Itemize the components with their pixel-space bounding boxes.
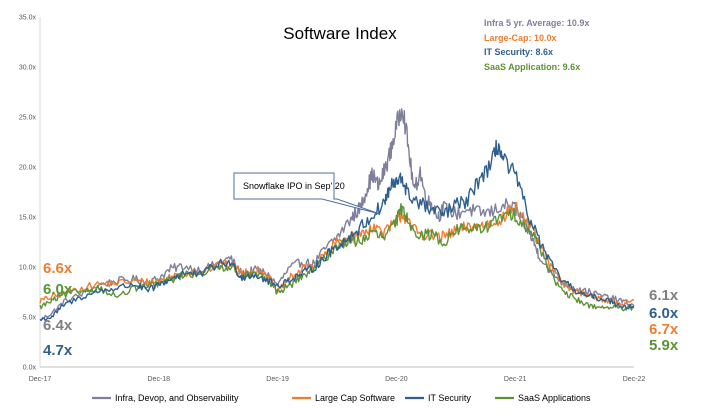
start-value-labels: 6.6x 6.0x 6.4x 4.7x: [43, 260, 73, 359]
callout-box: [233, 172, 381, 215]
start-label-large-cap: 6.6x: [43, 260, 73, 277]
y-tick-label: 10.0x: [19, 265, 37, 272]
average-labels: Infra 5 yr. Average: 10.9x Large-Cap: 10…: [484, 18, 589, 72]
avg-label-large-cap: Large-Cap: 10.0x: [484, 33, 557, 43]
end-label-it-security: 6.0x: [649, 305, 679, 322]
y-axis-ticks: 0.0x 5.0x 10.0x 15.0x 20.0x 25.0x 30.0x 35.0x: [19, 15, 37, 372]
callout-text: Snowflake IPO in Sep' 20: [243, 181, 345, 191]
snowflake-ipo-callout: Snowflake IPO in Sep' 20: [233, 172, 381, 215]
legend-label: IT Security: [428, 393, 471, 403]
x-tick-label: Dec-21: [504, 376, 527, 383]
series-lines: [39, 108, 635, 322]
x-tick-label: Dec-19: [266, 376, 289, 383]
series-line: [39, 139, 635, 322]
start-label-saas: 6.0x: [43, 281, 73, 298]
x-tick-label: Dec-18: [148, 376, 171, 383]
y-tick-label: 25.0x: [19, 115, 37, 122]
x-axis-ticks: Dec-17 Dec-18 Dec-19 Dec-20 Dec-21 Dec-22: [29, 376, 646, 383]
start-label-it-security: 6.4x: [43, 317, 73, 334]
y-tick-label: 20.0x: [19, 165, 37, 172]
series-line: [39, 203, 635, 312]
end-label-saas: 5.9x: [649, 337, 679, 354]
end-label-infra: 6.1x: [649, 287, 679, 304]
chart-title: Software Index: [283, 24, 397, 43]
y-tick-label: 30.0x: [19, 65, 37, 72]
avg-label-saas: SaaS Application: 9.6x: [484, 62, 580, 72]
x-tick-label: Dec-20: [385, 376, 408, 383]
start-label-infra: 4.7x: [43, 342, 73, 359]
y-tick-label: 0.0x: [23, 365, 37, 372]
x-tick-label: Dec-17: [29, 376, 52, 383]
end-label-large-cap: 6.7x: [649, 321, 679, 338]
legend-label: SaaS Applications: [518, 393, 591, 403]
end-value-labels: 6.1x 6.0x 6.7x 5.9x: [649, 287, 679, 354]
y-tick-label: 35.0x: [19, 15, 37, 22]
legend-label: Infra, Devop, and Observability: [115, 393, 239, 403]
x-tick-label: Dec-22: [623, 376, 646, 383]
series-line: [39, 108, 635, 322]
y-tick-label: 5.0x: [23, 315, 37, 322]
legend-label: Large Cap Software: [315, 393, 395, 403]
avg-label-infra: Infra 5 yr. Average: 10.9x: [484, 18, 589, 28]
legend: Infra, Devop, and Observability Large Cap…: [92, 393, 591, 403]
avg-label-it-security: IT Security: 8.6x: [484, 47, 553, 57]
y-tick-label: 15.0x: [19, 215, 37, 222]
